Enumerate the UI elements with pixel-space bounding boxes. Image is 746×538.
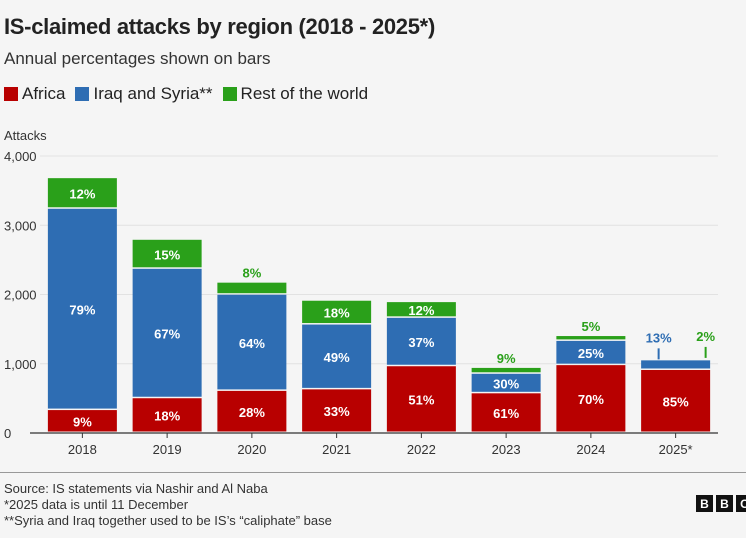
data-label: 33%	[324, 404, 350, 419]
data-label: 9%	[73, 415, 92, 430]
bar-segment-africa	[641, 369, 711, 432]
data-label: 2%	[696, 329, 715, 344]
y-tick-label: 4,000	[4, 149, 37, 164]
data-label: 15%	[154, 247, 180, 262]
data-label: 51%	[408, 393, 434, 408]
footnote-caliphate: **Syria and Iraq together used to be IS’…	[4, 513, 332, 528]
y-tick-label: 1,000	[4, 357, 37, 372]
x-tick-label: 2024	[576, 442, 605, 457]
legend-item-rest: Rest of the world	[222, 84, 369, 104]
bar-segment-rest-of-the-world	[471, 367, 541, 373]
data-label: 12%	[69, 186, 95, 201]
data-label: 18%	[324, 306, 350, 321]
legend-swatch-africa	[4, 87, 18, 101]
data-label: 13%	[646, 330, 672, 345]
x-tick-label: 2025*	[659, 442, 693, 457]
y-tick-label: 2,000	[4, 288, 37, 303]
legend-label: Iraq and Syria**	[93, 84, 213, 103]
data-label: 28%	[239, 405, 265, 420]
data-label: 85%	[663, 394, 689, 409]
data-label: 25%	[578, 346, 604, 361]
data-label: 30%	[493, 377, 519, 392]
bar-segment-rest-of-the-world	[556, 336, 626, 340]
data-label: 64%	[239, 336, 265, 351]
legend-item-iraq-syria: Iraq and Syria**	[75, 84, 213, 104]
data-label: 9%	[497, 351, 516, 366]
bar-segment-rest-of-the-world	[132, 239, 202, 268]
bar-segment-iraq-and-syria	[641, 360, 711, 369]
data-label: 61%	[493, 406, 519, 421]
footer-divider	[0, 472, 746, 473]
data-label: 70%	[578, 392, 604, 407]
bar-segment-iraq-and-syria	[132, 268, 202, 397]
y-tick-label: 3,000	[4, 218, 37, 233]
bar-segment-africa	[217, 390, 287, 432]
x-tick-label: 2020	[237, 442, 266, 457]
bar-segment-africa	[386, 366, 456, 432]
bar-segment-iraq-and-syria	[217, 294, 287, 390]
bar-segment-iraq-and-syria	[556, 340, 626, 364]
bar-segment-africa	[302, 389, 372, 432]
data-label: 79%	[69, 302, 95, 317]
bar-segment-rest-of-the-world	[386, 302, 456, 317]
bar-segment-africa	[47, 410, 117, 432]
bar-segment-rest-of-the-world	[302, 300, 372, 324]
legend-swatch-rest	[222, 87, 237, 101]
source-note: Source: IS statements via Nashir and Al …	[4, 481, 268, 496]
footer-notes: Source: IS statements via Nashir and Al …	[4, 481, 332, 529]
data-label: 12%	[408, 303, 434, 318]
y-tick-label: 0	[4, 426, 11, 441]
bar-chart: Attacks 0 1,000 2,000 3,000 4,000 9% 79% 12% 2018…	[4, 128, 718, 457]
data-label: 67%	[154, 327, 180, 342]
y-axis-label: Attacks	[4, 128, 47, 143]
x-tick-label: 2019	[153, 442, 182, 457]
footnote-2025: *2025 data is until 11 December	[4, 497, 189, 512]
legend-swatch-iraq-syria	[75, 87, 90, 101]
data-label: 37%	[408, 335, 434, 350]
bar-segment-iraq-and-syria	[47, 208, 117, 409]
x-tick-label: 2022	[407, 442, 436, 457]
legend-item-africa: Africa	[4, 84, 65, 104]
bar-segment-africa	[556, 365, 626, 432]
legend: Africa Iraq and Syria** Rest of the worl…	[4, 84, 368, 104]
x-tick-label: 2018	[68, 442, 97, 457]
chart-title: IS-claimed attacks by region (2018 - 202…	[4, 14, 435, 39]
bar-segment-rest-of-the-world	[217, 282, 287, 294]
data-label: 8%	[242, 266, 261, 281]
chart-subtitle: Annual percentages shown on bars	[4, 49, 271, 68]
legend-label: Rest of the world	[240, 84, 369, 103]
bar-segment-iraq-and-syria	[471, 373, 541, 392]
bar-segment-iraq-and-syria	[386, 317, 456, 365]
x-tick-label: 2021	[322, 442, 351, 457]
bar-segment-rest-of-the-world	[47, 178, 117, 208]
legend-label: Africa	[22, 84, 66, 103]
data-label: 5%	[581, 319, 600, 334]
bar-segment-africa	[471, 393, 541, 432]
bar-segment-iraq-and-syria	[302, 324, 372, 388]
data-label: 49%	[324, 350, 350, 365]
data-label: 18%	[154, 409, 180, 424]
bar-segment-africa	[132, 398, 202, 432]
x-tick-label: 2023	[492, 442, 521, 457]
